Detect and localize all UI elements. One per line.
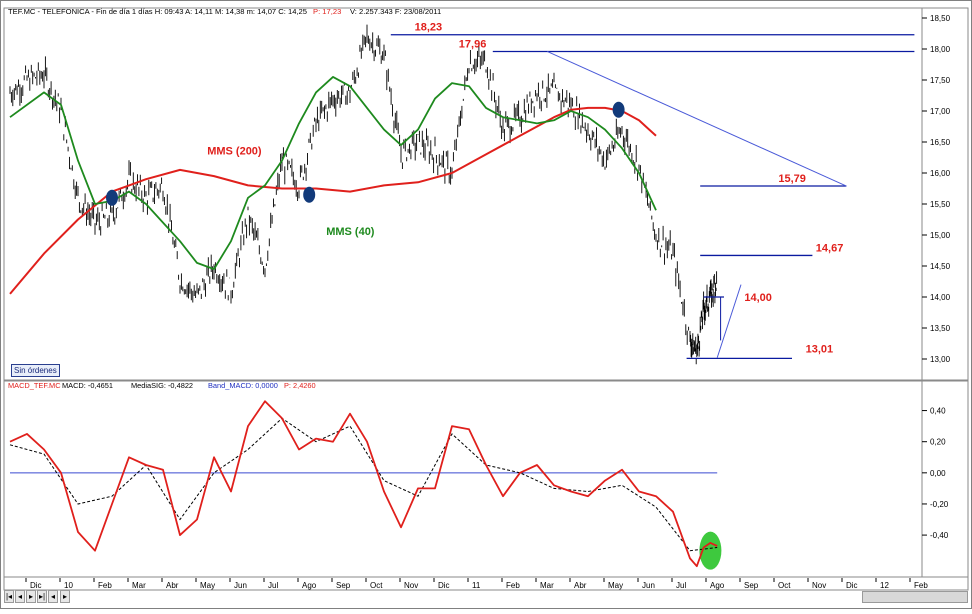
price-tick-label: 13,50 bbox=[930, 324, 951, 333]
time-tick-label: Nov bbox=[404, 581, 418, 590]
time-tick-label: Jun bbox=[642, 581, 655, 590]
price-tick-label: 18,00 bbox=[930, 45, 951, 54]
time-tick-label: May bbox=[608, 581, 623, 590]
time-tick-label: 11 bbox=[472, 581, 481, 590]
time-tick-label: May bbox=[200, 581, 215, 590]
time-tick-label: Nov bbox=[812, 581, 826, 590]
level-label: 14,00 bbox=[744, 292, 772, 304]
macd-tick-label: 0,00 bbox=[930, 469, 946, 478]
time-tick-label: Abr bbox=[574, 581, 587, 590]
macd-highlight bbox=[699, 531, 722, 570]
time-tick-label: Sep bbox=[744, 581, 759, 590]
skip-last-icon[interactable]: ▸| bbox=[37, 590, 47, 603]
next-icon[interactable]: ▸ bbox=[26, 590, 36, 603]
cross-marker bbox=[303, 186, 316, 203]
level-label: 17,96 bbox=[459, 38, 487, 50]
price-axis: 13,00 13,50 14,00 14,50 15,00 15,50 16,00 16,50… bbox=[922, 14, 951, 364]
time-tick-label: Oct bbox=[370, 581, 383, 590]
time-tick-label: Jul bbox=[268, 581, 278, 590]
level-label: 15,79 bbox=[778, 173, 806, 185]
time-axis-strip bbox=[3, 576, 969, 591]
orders-status-button[interactable]: Sin órdenes bbox=[11, 364, 60, 377]
cross-marker bbox=[612, 101, 625, 118]
price-series-layer bbox=[9, 24, 718, 365]
price-tick-label: 16,50 bbox=[930, 138, 951, 147]
mms200-line bbox=[9, 106, 657, 295]
moving-average-layer: MMS (200) MMS (40) bbox=[9, 76, 657, 295]
macd-panel bbox=[3, 380, 923, 578]
level-label: 13,01 bbox=[806, 343, 834, 355]
trend-line bbox=[546, 51, 847, 187]
prev-icon[interactable]: ◂ bbox=[15, 590, 25, 603]
price-tick-label: 17,00 bbox=[930, 107, 951, 116]
time-tick-label: Mar bbox=[132, 581, 146, 590]
time-tick-label: Ago bbox=[710, 581, 725, 590]
macd-header-name: MACD_TEF.MC bbox=[8, 381, 61, 390]
price-axis-strip bbox=[921, 7, 969, 381]
macd-tick-label: -0,20 bbox=[930, 500, 949, 509]
price-tick-label: 17,50 bbox=[930, 76, 951, 85]
time-tick-label: Ago bbox=[302, 581, 317, 590]
macd-header-p: P: 2,4260 bbox=[284, 381, 316, 390]
chart-header-p: P: 17,23 bbox=[313, 7, 341, 16]
price-tick-label: 15,50 bbox=[930, 200, 951, 209]
time-tick-label: 10 bbox=[64, 581, 73, 590]
macd-axis: -0,40 -0,20 0,00 0,20 0,40 bbox=[922, 407, 949, 540]
time-tick-label: Feb bbox=[98, 581, 112, 590]
time-tick-label: Feb bbox=[914, 581, 928, 590]
price-tick-label: 14,50 bbox=[930, 262, 951, 271]
level-label: 18,23 bbox=[415, 22, 443, 34]
price-tick-label: 13,00 bbox=[930, 355, 951, 364]
time-tick-label: Mar bbox=[540, 581, 554, 590]
time-tick-label: Dic bbox=[30, 581, 42, 590]
time-tick-label: Feb bbox=[506, 581, 520, 590]
time-tick-label: 12 bbox=[880, 581, 889, 590]
level-label: 14,67 bbox=[816, 242, 844, 254]
chart-header-tail: V: 2.257.343 F: 23/08/2011 bbox=[350, 7, 441, 16]
cross-marker bbox=[106, 189, 118, 206]
macd-tick-label: -0,40 bbox=[930, 531, 949, 540]
price-tick-label: 16,00 bbox=[930, 169, 951, 178]
mms200-label: MMS (200) bbox=[207, 145, 262, 157]
chart-header: TEF.MC - TELEFONICA - Fin de día 1 días … bbox=[8, 7, 307, 16]
time-tick-label: Dic bbox=[846, 581, 858, 590]
macd-axis-strip bbox=[921, 380, 969, 578]
level-lines-layer: 18,23 17,96 15,79 14,67 14,00 13,01 bbox=[390, 22, 915, 360]
time-tick-label: Jul bbox=[676, 581, 686, 590]
macd-header-band: Band_MACD: 0,0000 bbox=[208, 381, 278, 390]
cross-marker-layer bbox=[106, 101, 625, 206]
price-tick-label: 14,00 bbox=[930, 293, 951, 302]
macd-header-signal: MediaSIG: -0,4822 bbox=[131, 381, 193, 390]
scroll-left-icon[interactable]: ◂ bbox=[48, 590, 58, 603]
signal-line bbox=[9, 417, 718, 552]
time-tick-label: Dic bbox=[438, 581, 450, 590]
time-tick-label: Oct bbox=[778, 581, 791, 590]
scroll-right-icon[interactable]: ▸ bbox=[60, 590, 70, 603]
time-tick-label: Sep bbox=[336, 581, 351, 590]
time-tick-label: Abr bbox=[166, 581, 179, 590]
time-tick-label: Jun bbox=[234, 581, 247, 590]
mms40-label: MMS (40) bbox=[326, 226, 375, 238]
mms40-line bbox=[9, 76, 657, 270]
macd-tick-label: 0,40 bbox=[930, 407, 946, 416]
price-tick-label: 15,00 bbox=[930, 231, 951, 240]
price-tick-label: 18,50 bbox=[930, 14, 951, 23]
horizontal-scrollbar[interactable] bbox=[862, 591, 968, 603]
support-line bbox=[716, 284, 742, 358]
skip-first-icon[interactable]: |◂ bbox=[4, 590, 14, 603]
macd-series-layer bbox=[9, 400, 722, 570]
price-bars bbox=[9, 24, 718, 365]
macd-tick-label: 0,20 bbox=[930, 438, 946, 447]
time-axis: Dic 10 Feb Mar Abr May Jun Jul Ago Sep Oct Nov Dic 11… bbox=[25, 578, 928, 590]
macd-line bbox=[9, 400, 718, 568]
macd-header-value: MACD: -0,4651 bbox=[62, 381, 113, 390]
